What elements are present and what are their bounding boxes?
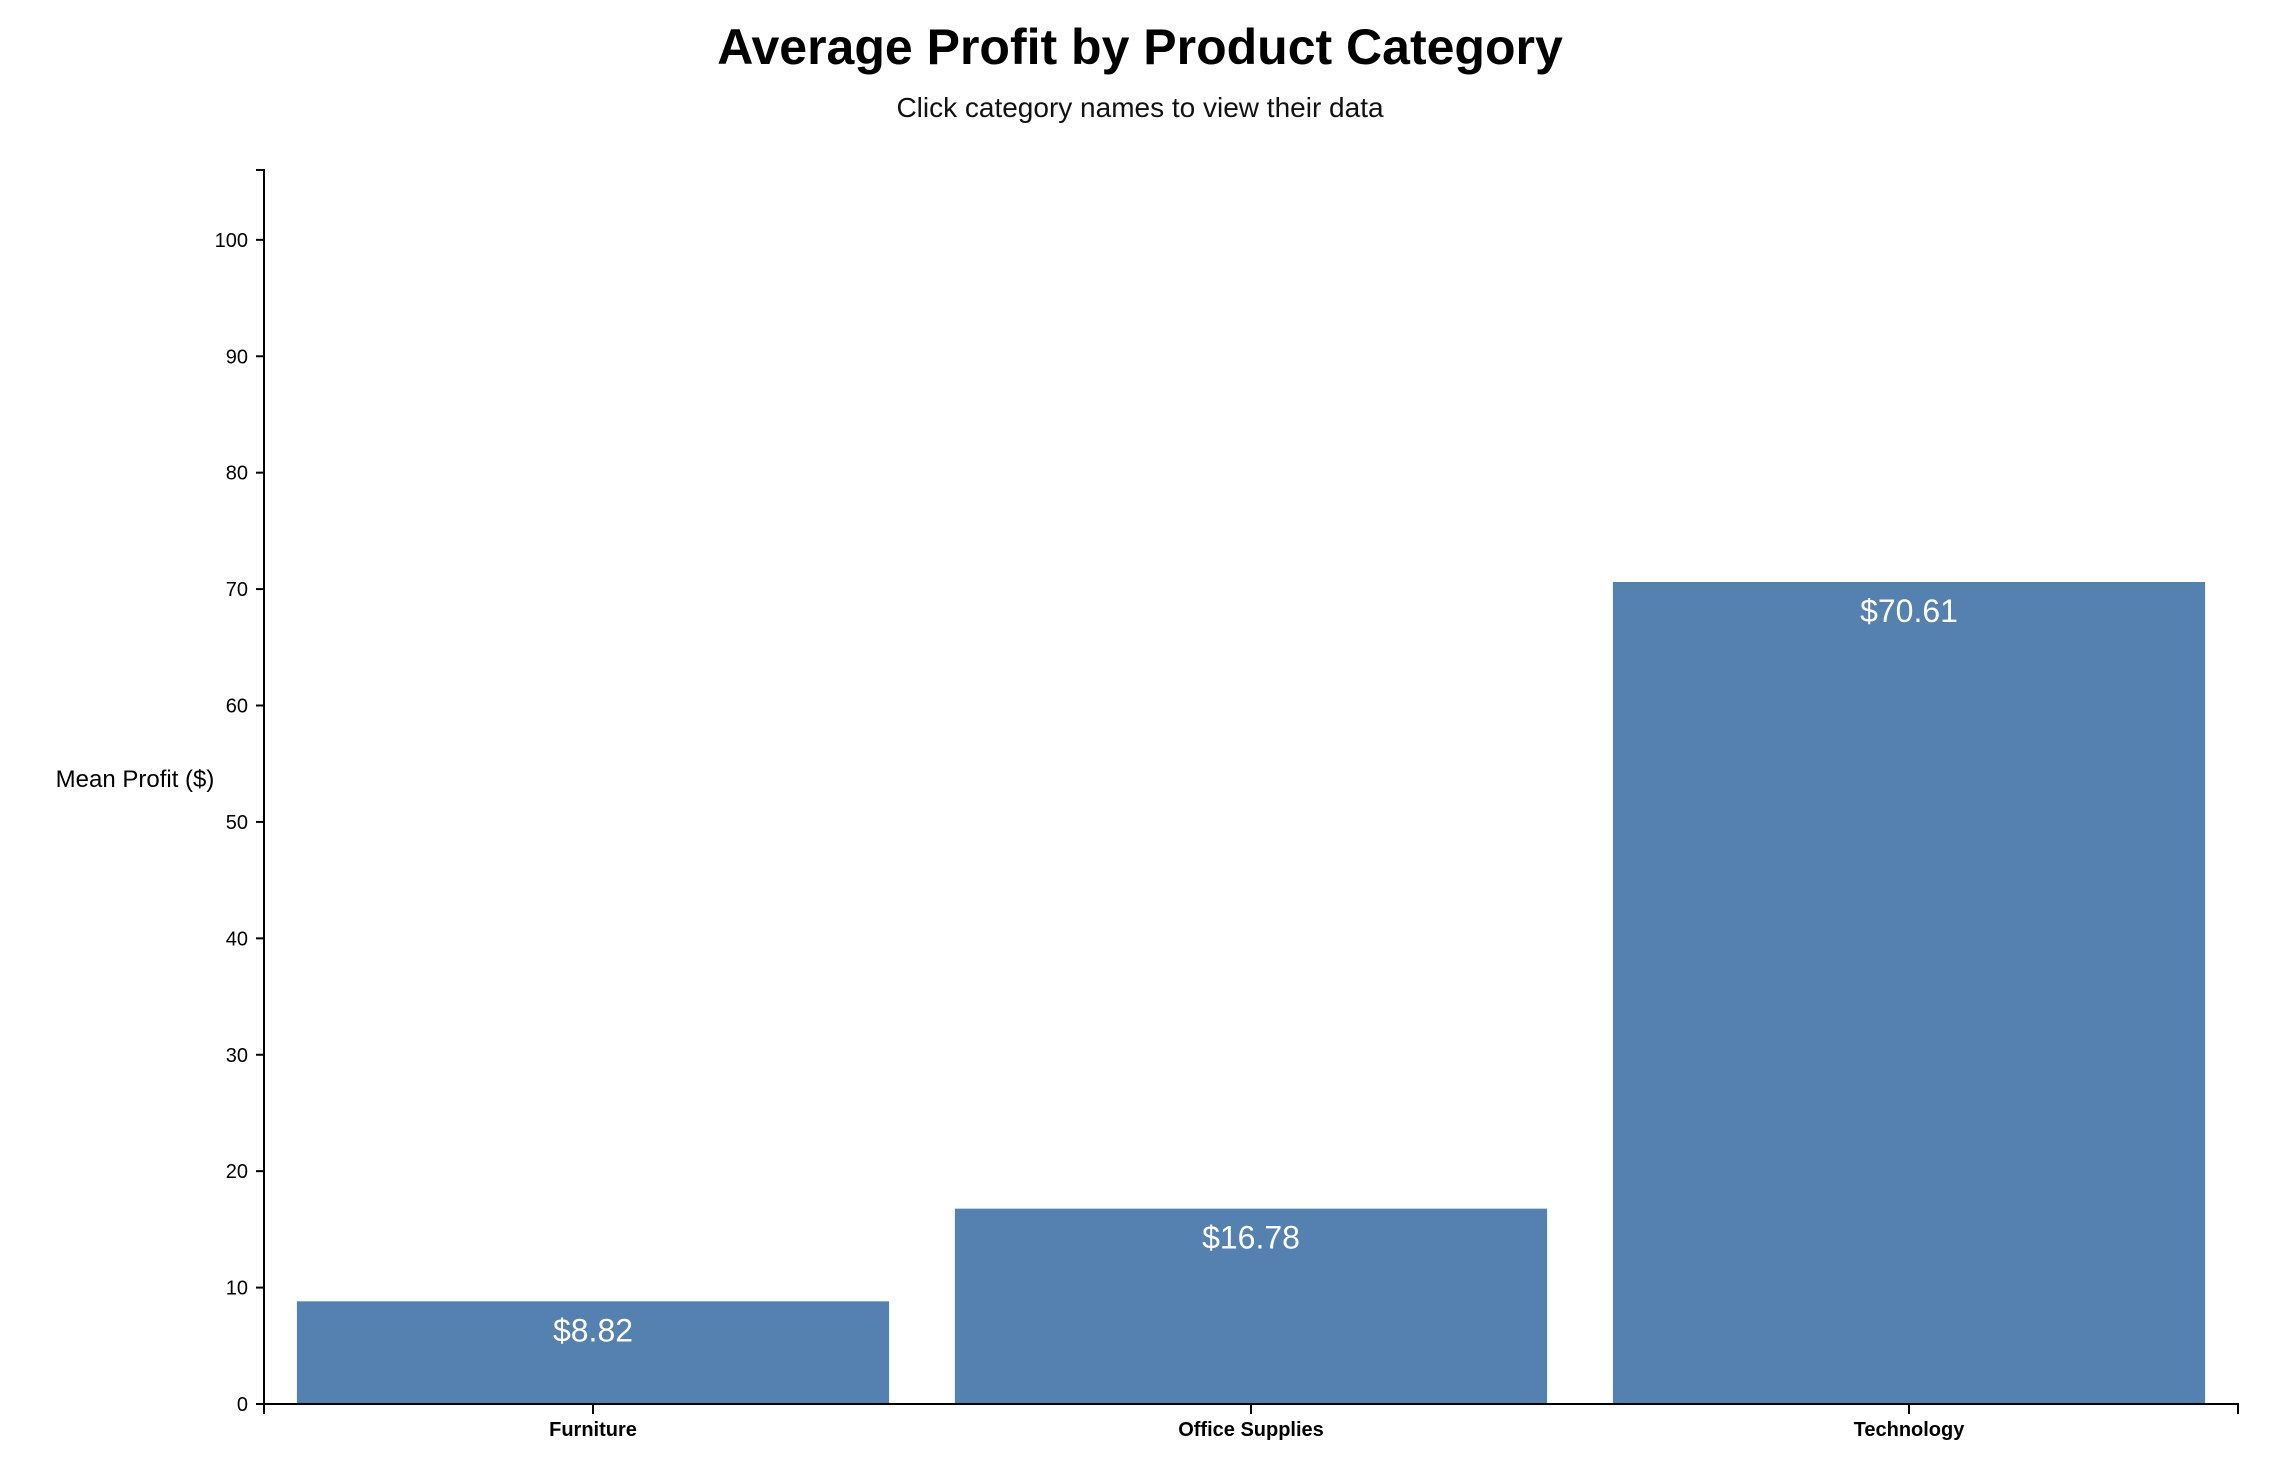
bar-technology	[1612, 581, 2206, 1404]
y-tick-label: 90	[226, 346, 248, 368]
category-label-office-supplies[interactable]: Office Supplies	[1178, 1419, 1324, 1441]
category-label-furniture[interactable]: Furniture	[549, 1419, 637, 1441]
bar-labels-layer: $8.82 $16.78 $70.61	[553, 593, 1958, 1348]
y-axis: 0 10 20 30 40 50 60 70 80 90 100	[215, 169, 265, 1416]
bar-value-label: $70.61	[1860, 593, 1958, 629]
y-tick-label: 20	[226, 1161, 248, 1183]
bar-value-label: $16.78	[1202, 1220, 1300, 1256]
x-axis: Furniture Office Supplies Technology	[263, 1403, 2239, 1441]
chart-subtitle: Click category names to view their data	[896, 92, 1384, 123]
y-tick-label: 50	[226, 812, 248, 834]
chart-title: Average Profit by Product Category	[717, 19, 1563, 75]
y-tick-label: 80	[226, 463, 248, 485]
bars-layer	[296, 581, 2206, 1404]
y-tick-label: 40	[226, 928, 248, 950]
y-tick-label: 100	[215, 230, 248, 252]
y-tick-label: 60	[226, 696, 248, 718]
bar-furniture	[296, 1301, 890, 1404]
y-tick-label: 30	[226, 1045, 248, 1067]
y-tick-label: 70	[226, 579, 248, 601]
y-axis-line	[256, 169, 265, 1405]
category-label-technology[interactable]: Technology	[1854, 1419, 1966, 1441]
y-axis-title: Mean Profit ($)	[56, 766, 215, 793]
bar-office-supplies	[954, 1208, 1548, 1404]
bar-value-label: $8.82	[553, 1312, 633, 1348]
y-tick-label: 10	[226, 1278, 248, 1300]
y-tick-label: 0	[237, 1394, 248, 1416]
